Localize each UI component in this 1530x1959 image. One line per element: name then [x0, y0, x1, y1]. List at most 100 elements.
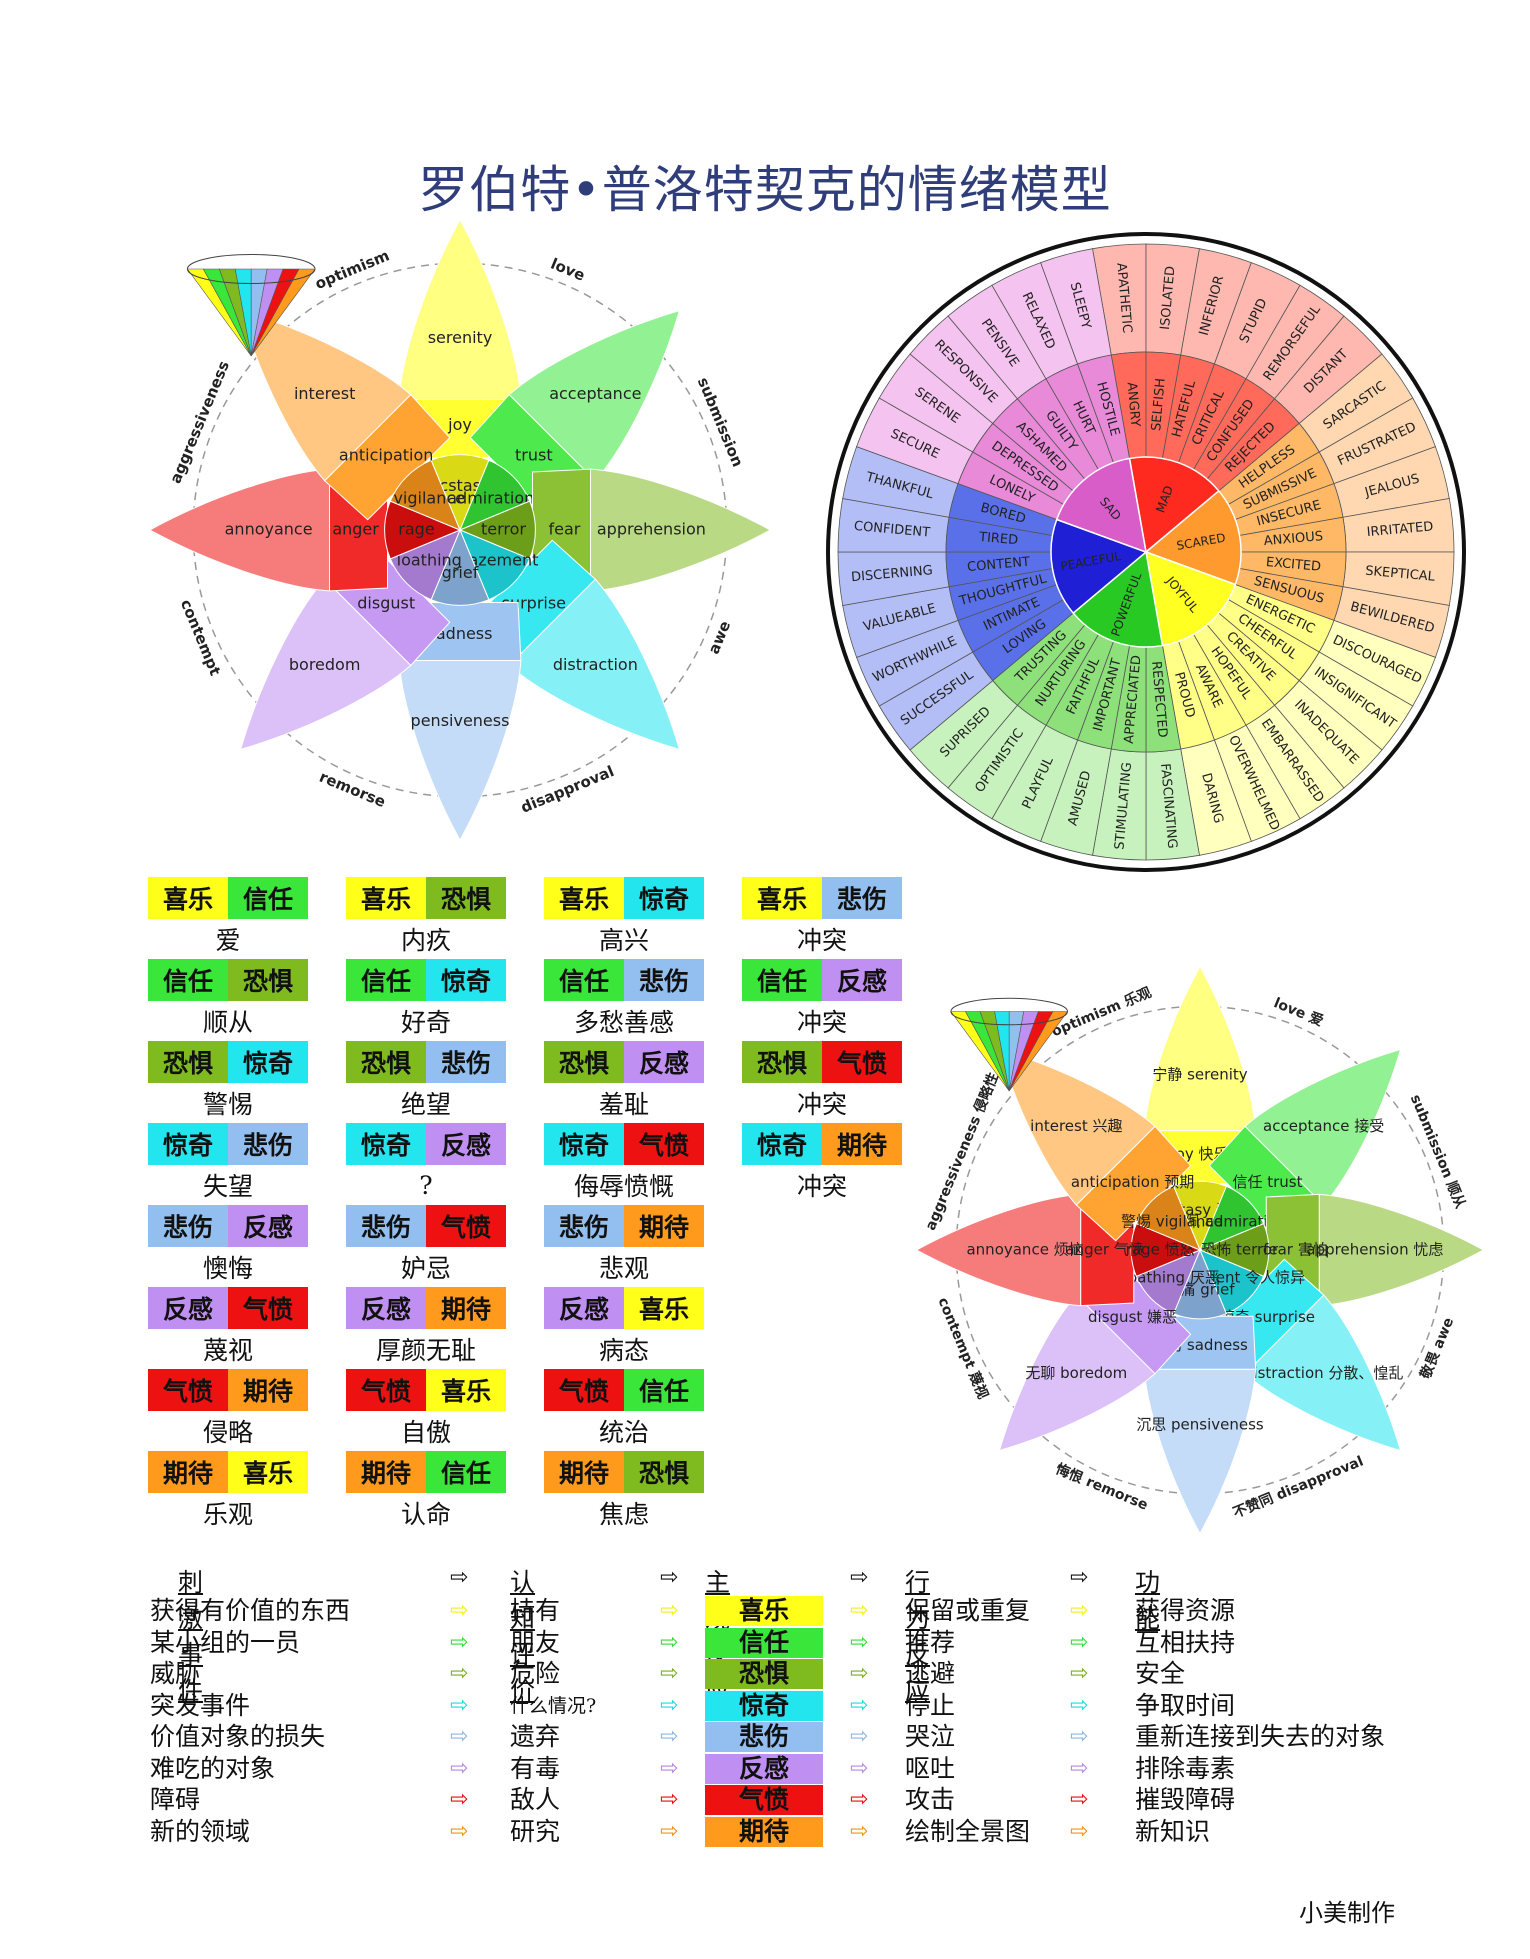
emotion-label: acceptance 接受	[1263, 1117, 1384, 1135]
header-arrow-icon: ⇨	[660, 1563, 678, 1593]
stimulus-event: 某小组的一员	[150, 1628, 300, 1658]
flow-arrow-icon: ⇨	[1070, 1691, 1088, 1721]
combination-result: 厚颜无耻	[346, 1329, 506, 1369]
emotion-combination: 信任 惊奇 好奇	[346, 959, 506, 1041]
emotion-combination: 惊奇 气愤 侮辱愤慨	[544, 1123, 704, 1205]
emotion-label: loathing	[397, 550, 462, 569]
primary-emotion-a: 气愤	[544, 1369, 624, 1411]
primary-emotion-b: 喜乐	[228, 1451, 308, 1493]
primary-emotion-a: 惊奇	[544, 1123, 624, 1165]
combination-result: 警惕	[148, 1083, 308, 1123]
primary-emotion-b: 期待	[228, 1369, 308, 1411]
flow-arrow-icon: ⇨	[850, 1817, 868, 1847]
flow-arrow-icon: ⇨	[1070, 1628, 1088, 1658]
dyad-label: remorse	[317, 768, 389, 811]
flow-arrow-icon: ⇨	[450, 1659, 468, 1689]
dyad-label: disapproval	[518, 762, 616, 817]
flow-arrow-icon: ⇨	[450, 1596, 468, 1626]
emotion-combination: 期待 喜乐 乐观	[148, 1451, 308, 1533]
emotion-combination: 悲伤 反感 懊悔	[148, 1205, 308, 1287]
emotion-combination: 惊奇 期待 冲突	[742, 1123, 902, 1205]
emotion-combination: 信任 悲伤 多愁善感	[544, 959, 704, 1041]
combination-result: ?	[346, 1165, 506, 1205]
emotion-label: distraction	[553, 655, 638, 674]
petal-outer	[399, 220, 521, 400]
emotion-label: joy	[447, 415, 472, 434]
emotion-function: 争取时间	[1135, 1691, 1235, 1721]
petal-outer	[1144, 966, 1255, 1130]
combination-result: 侵略	[148, 1411, 308, 1451]
flow-arrow-icon: ⇨	[850, 1596, 868, 1626]
flow-arrow-icon: ⇨	[850, 1659, 868, 1689]
flow-arrow-icon: ⇨	[1070, 1817, 1088, 1847]
primary-emotion-a: 悲伤	[544, 1205, 624, 1247]
emotion-label: terror	[481, 520, 526, 539]
primary-emotion-a: 反感	[148, 1287, 228, 1329]
behavior-response: 保留或重复	[905, 1596, 1030, 1626]
behavior-response: 停止	[905, 1691, 955, 1721]
stimulus-event: 突发事件	[150, 1691, 250, 1721]
combination-result: 病态	[544, 1329, 704, 1369]
flow-arrow-icon: ⇨	[850, 1628, 868, 1658]
emotion-label: boredom	[289, 655, 361, 674]
primary-emotion-b: 喜乐	[624, 1287, 704, 1329]
primary-emotion-b: 期待	[426, 1287, 506, 1329]
emotion-label: fear	[548, 520, 580, 539]
emotion-label: 沉思 pensiveness	[1136, 1415, 1264, 1433]
primary-emotion-b: 信任	[426, 1451, 506, 1493]
primary-emotion-a: 喜乐	[346, 877, 426, 919]
dyad-label: 不赞同 disapproval	[1231, 1452, 1366, 1521]
primary-emotion-b: 悲伤	[624, 959, 704, 1001]
combination-result: 冲突	[742, 1165, 902, 1205]
flow-arrow-icon: ⇨	[660, 1754, 678, 1784]
combination-result: 高兴	[544, 919, 704, 959]
combination-result: 冲突	[742, 1083, 902, 1123]
flow-arrow-icon: ⇨	[850, 1785, 868, 1815]
emotion-label: 信任 trust	[1232, 1173, 1302, 1191]
primary-emotion-a: 悲伤	[346, 1205, 426, 1247]
emotion-function: 摧毁障碍	[1135, 1785, 1235, 1815]
emotion-combination: 惊奇 反感?	[346, 1123, 506, 1205]
feeling-wheel: JEALOUSIRRITATEDSKEPTICALBEWILDEREDDISCO…	[826, 232, 1466, 872]
primary-emotion-b: 喜乐	[426, 1369, 506, 1411]
flow-arrow-icon: ⇨	[850, 1722, 868, 1752]
emotion-label: interest	[294, 384, 355, 403]
emotion-combination: 喜乐 信任爱	[148, 877, 308, 959]
cognitive-appraisal: 危险	[510, 1659, 560, 1689]
emotion-label: trust	[515, 446, 553, 465]
emotion-combination: 惊奇 悲伤 失望	[148, 1123, 308, 1205]
primary-emotion-a: 反感	[346, 1287, 426, 1329]
combination-result: 统治	[544, 1411, 704, 1451]
emotion-combination: 信任 反感 冲突	[742, 959, 902, 1041]
combination-result: 认命	[346, 1493, 506, 1533]
subjective-feeling: 恐惧	[705, 1659, 823, 1689]
combination-result: 乐观	[148, 1493, 308, 1533]
behavior-response: 逃避	[905, 1659, 955, 1689]
combination-result: 焦虑	[544, 1493, 704, 1533]
emotion-combination: 反感 喜乐 病态	[544, 1287, 704, 1369]
emotion-combination: 反感 气愤 蔑视	[148, 1287, 308, 1369]
flow-arrow-icon: ⇨	[1070, 1659, 1088, 1689]
primary-emotion-b: 恐惧	[426, 877, 506, 919]
cognitive-appraisal: 研究	[510, 1817, 560, 1847]
combination-result: 侮辱愤慨	[544, 1165, 704, 1205]
flow-arrow-icon: ⇨	[1070, 1722, 1088, 1752]
combination-result: 冲突	[742, 1001, 902, 1041]
primary-emotion-b: 反感	[426, 1123, 506, 1165]
combination-result: 失望	[148, 1165, 308, 1205]
emotion-function: 获得资源	[1135, 1596, 1235, 1626]
dyad-label: 悔恨 remorse	[1053, 1460, 1150, 1513]
primary-emotion-a: 惊奇	[346, 1123, 426, 1165]
subjective-feeling: 信任	[705, 1628, 823, 1658]
combination-result: 蔑视	[148, 1329, 308, 1369]
combination-result: 冲突	[742, 919, 902, 959]
flow-arrow-icon: ⇨	[450, 1691, 468, 1721]
stimulus-event: 新的领域	[150, 1817, 250, 1847]
primary-emotion-b: 反感	[822, 959, 902, 1001]
flow-arrow-icon: ⇨	[450, 1817, 468, 1847]
subjective-feeling: 悲伤	[705, 1722, 823, 1752]
primary-emotion-a: 反感	[544, 1287, 624, 1329]
behavior-response: 哭泣	[905, 1722, 955, 1752]
header-arrow-icon: ⇨	[1070, 1563, 1088, 1593]
emotion-combination: 悲伤 气愤 妒忌	[346, 1205, 506, 1287]
